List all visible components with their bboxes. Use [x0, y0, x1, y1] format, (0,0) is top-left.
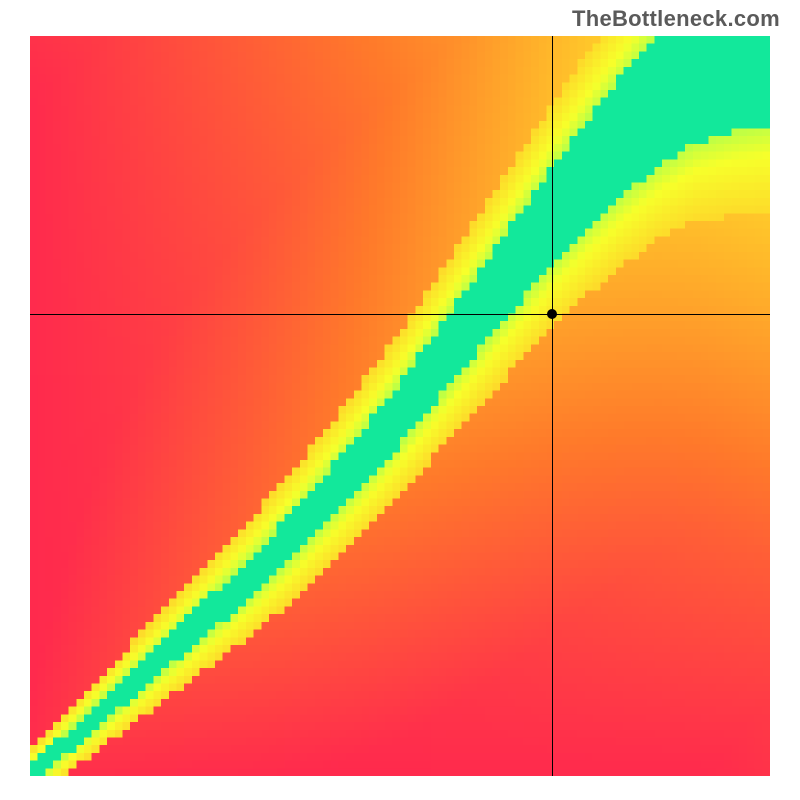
crosshair-vertical — [552, 36, 553, 776]
crosshair-horizontal — [30, 314, 770, 315]
watermark-text: TheBottleneck.com — [572, 6, 780, 32]
heatmap-plot — [30, 36, 770, 776]
crosshair-marker — [547, 309, 557, 319]
heatmap-canvas — [30, 36, 770, 776]
